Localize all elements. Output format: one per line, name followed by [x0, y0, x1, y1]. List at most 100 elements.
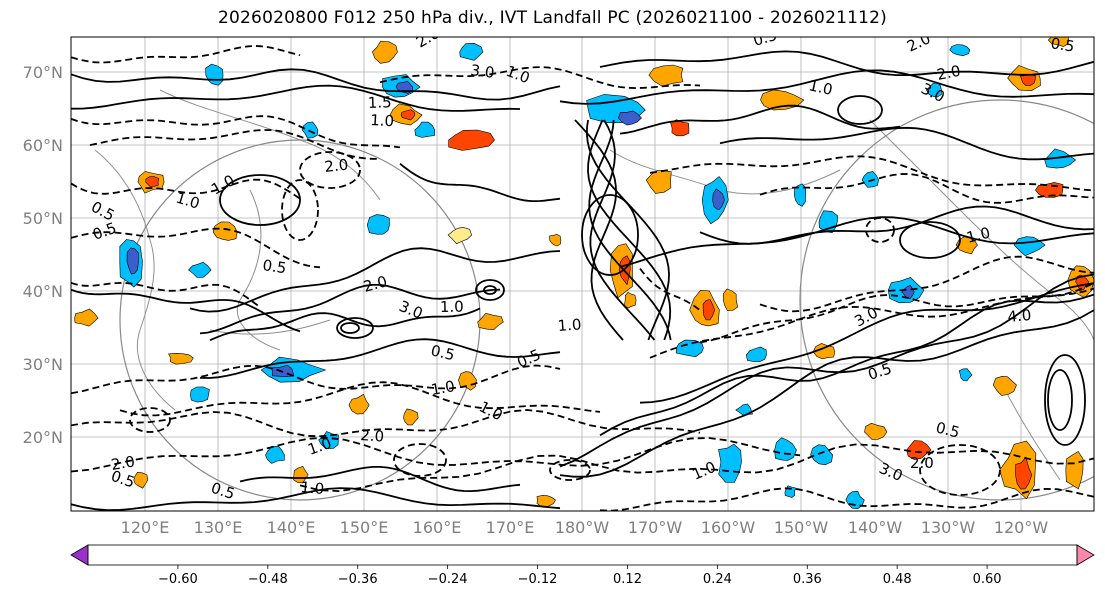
contour-solid	[639, 282, 1094, 404]
lon-tick-label: 160°E	[413, 518, 462, 537]
contour-label: 2.0	[935, 62, 962, 84]
shading-patch	[958, 368, 973, 382]
lon-tick-label: 170°E	[486, 518, 535, 537]
shading-patch	[949, 44, 971, 57]
contour-label: 1.0	[965, 224, 993, 247]
contour-loop	[1044, 354, 1086, 446]
map-content: 2.03.00.51.01.52.01.02.03.01.00.51.02.01…	[71, 34, 1094, 511]
contour-label: 1.0	[430, 377, 457, 399]
shading-patch	[145, 176, 160, 187]
shading-patch	[712, 188, 725, 210]
contour-dashed	[71, 364, 561, 395]
contour-loop	[899, 221, 961, 259]
contour-solid	[559, 69, 1094, 105]
contour-label: 1.5	[368, 93, 392, 112]
contour-dashed	[649, 155, 1094, 192]
map-frame	[70, 36, 1095, 512]
shading-patch	[1047, 37, 1070, 47]
shading-patch	[459, 42, 484, 61]
contour-solid	[599, 293, 1094, 437]
shading-patch	[549, 233, 562, 247]
contour-dashed	[89, 129, 380, 160]
lon-tick-label: 130°W	[921, 518, 976, 537]
contour-label: 1.0	[440, 298, 464, 316]
lon-tick-label: 170°W	[628, 518, 683, 537]
colorbar-tick-label: 0.48	[883, 572, 912, 587]
contour-label: 1.0	[370, 111, 395, 130]
shading-patch	[648, 64, 684, 87]
lon-tick-label: 130°E	[194, 518, 243, 537]
shading-patch	[536, 495, 556, 507]
contour-label: 0.5	[1049, 34, 1075, 56]
contour-label: 0.5	[261, 256, 287, 277]
shading-patch	[403, 408, 419, 426]
shading-patch	[372, 40, 398, 64]
contour-solid	[599, 50, 1094, 76]
shading-patch	[126, 247, 139, 275]
shading-patch	[366, 214, 390, 235]
contour-solid	[559, 309, 1094, 478]
contour-loop-dashed	[865, 217, 895, 243]
contour-loop-dashed	[299, 151, 361, 189]
contour-dashed	[599, 487, 1094, 511]
shading-patch	[670, 119, 690, 137]
contour-label: 0.5	[429, 341, 456, 364]
shading-patch	[74, 308, 99, 327]
colorbar-tick-label: −0.36	[338, 572, 378, 587]
shading-patch	[718, 443, 742, 483]
contour-dashed	[71, 115, 401, 149]
contour-dashed	[71, 409, 701, 438]
contour-loop	[581, 194, 639, 276]
contour-dashed	[71, 281, 261, 308]
colorbar: −0.60 −0.48 −0.36 −0.24 −0.12 0.12 0.24 0.36 0.4…	[70, 544, 1095, 587]
contour-dashed	[71, 45, 301, 64]
contour-label: 1.0	[807, 76, 834, 99]
contour-label: 2.0	[360, 426, 385, 446]
shading-patch	[190, 386, 210, 403]
contour-label: 2.0	[110, 452, 136, 474]
shading-patch	[477, 312, 504, 331]
contour-dashed	[71, 436, 801, 473]
contour-loop	[219, 174, 301, 226]
coastlines	[94, 89, 1094, 481]
contour-solid	[587, 119, 672, 341]
contour-solid	[189, 247, 561, 313]
lon-tick-label: 180°W	[555, 518, 610, 537]
contour-dashed	[299, 443, 1094, 493]
colorbar-tick-label: −0.60	[158, 572, 198, 587]
divergence-shading	[74, 37, 1094, 510]
shading-patch	[774, 437, 797, 461]
contour-label: 2.0	[910, 454, 934, 472]
lat-tick-label: 40°N	[23, 282, 63, 301]
shading-patch	[992, 375, 1017, 396]
shading-patch	[458, 371, 477, 391]
lat-tick-label: 70°N	[23, 63, 63, 82]
contour-solid	[699, 205, 1094, 245]
chart-title: 2026020800 F012 250 hPa div., IVT Landfa…	[218, 8, 887, 28]
contour-solid	[209, 307, 481, 342]
contour-loop	[837, 95, 883, 125]
contour-solid	[585, 119, 670, 341]
shading-patch	[188, 261, 212, 278]
contour-solid	[588, 119, 672, 341]
contour-solid	[619, 104, 901, 135]
contour-label: 0.5	[934, 418, 962, 441]
lon-tick-label: 160°W	[701, 518, 756, 537]
shading-patch	[861, 171, 880, 188]
contour-label: 4.0	[1007, 306, 1032, 326]
contour-loop	[1047, 369, 1073, 431]
shading-patch	[414, 121, 436, 138]
contour-label: 1.0	[300, 478, 325, 498]
map-area	[71, 37, 1094, 511]
lon-tick-label: 150°W	[774, 518, 829, 537]
contour-solid	[619, 216, 1094, 268]
contour-dashed	[119, 381, 601, 417]
contour-dashed	[649, 287, 1094, 359]
contour-solid	[559, 273, 1094, 468]
contour-loop-dashed	[549, 459, 591, 481]
colorbar-extend-left	[70, 544, 89, 566]
colorbar-tick-label: 0.36	[793, 572, 822, 587]
contour-loop	[336, 317, 374, 339]
contour-dashed	[379, 66, 701, 90]
